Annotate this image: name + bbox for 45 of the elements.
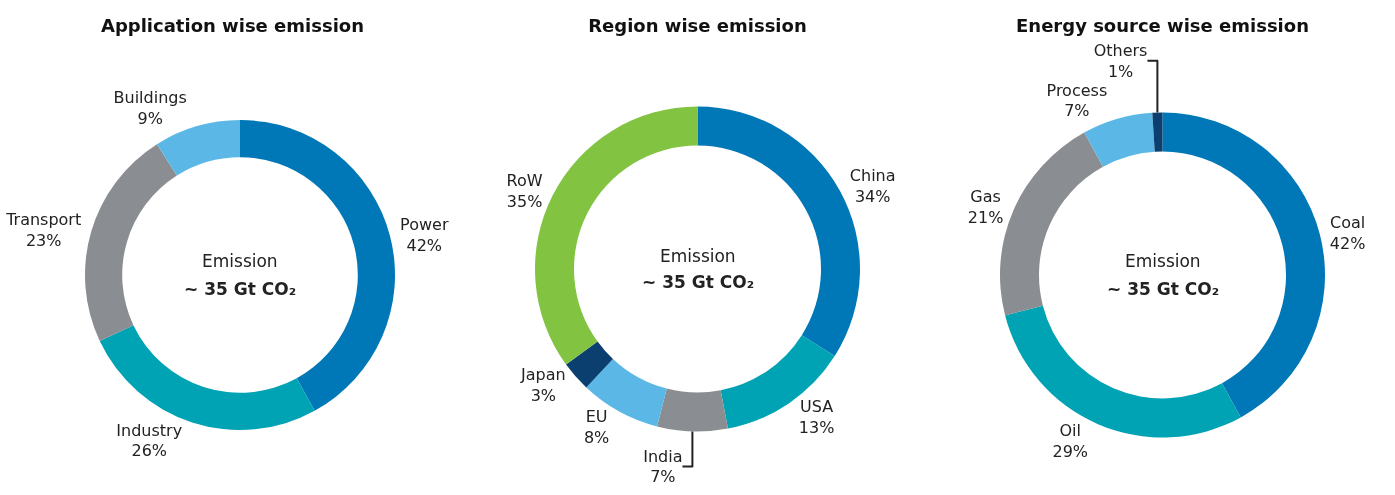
donut-slice bbox=[1152, 112, 1163, 152]
slice-label: USA bbox=[800, 397, 834, 417]
slice-label: India bbox=[643, 446, 683, 466]
text: ~ 35 Gt CO₂ bbox=[642, 272, 755, 292]
data-label: 7% bbox=[1064, 101, 1090, 121]
data-label: 29% bbox=[1052, 441, 1089, 461]
slice-label: RoW bbox=[506, 171, 543, 191]
data-label: 23% bbox=[25, 231, 62, 251]
slice-label: Japan bbox=[520, 365, 566, 385]
donut-slice bbox=[1005, 305, 1241, 438]
text: Emission bbox=[202, 251, 278, 271]
text: Emission bbox=[660, 246, 736, 266]
data-label: 13% bbox=[798, 417, 835, 437]
donut-slice bbox=[657, 388, 728, 432]
text: Emission bbox=[1125, 251, 1201, 271]
chart-title: Region wise emission bbox=[588, 15, 807, 37]
donut-slice bbox=[566, 341, 613, 388]
slice-label: Transport bbox=[5, 210, 82, 230]
data-label: 34% bbox=[854, 187, 891, 206]
slice-label: Process bbox=[1046, 80, 1108, 100]
data-label: 3% bbox=[530, 386, 557, 406]
data-label: 42% bbox=[1329, 234, 1366, 254]
chart-title: Application wise emission bbox=[101, 15, 364, 37]
data-label: 8% bbox=[583, 427, 610, 447]
data-label: 7% bbox=[650, 467, 676, 487]
data-label: 9% bbox=[137, 108, 163, 128]
data-label: 1% bbox=[1107, 61, 1134, 81]
slice-label: Buildings bbox=[113, 87, 187, 107]
data-label: 42% bbox=[406, 236, 443, 256]
chart-title: Energy source wise emission bbox=[1016, 15, 1309, 37]
data-label: 21% bbox=[967, 208, 1004, 228]
slice-label: China bbox=[849, 166, 896, 186]
slice-label: Power bbox=[400, 215, 449, 235]
data-label: 35% bbox=[506, 192, 543, 212]
slice-label: Gas bbox=[970, 187, 1001, 207]
slice-label: Oil bbox=[1059, 421, 1081, 440]
text: ~ 35 Gt CO₂ bbox=[1107, 279, 1220, 299]
slice-label: Coal bbox=[1330, 213, 1366, 233]
text: ~ 35 Gt CO₂ bbox=[184, 279, 297, 299]
slice-label: Industry bbox=[116, 420, 183, 440]
slice-label: Others bbox=[1093, 40, 1148, 60]
slice-label: EU bbox=[585, 406, 608, 426]
donut-slice bbox=[85, 144, 177, 341]
donut-slice bbox=[586, 359, 667, 427]
data-label: 26% bbox=[131, 441, 168, 461]
